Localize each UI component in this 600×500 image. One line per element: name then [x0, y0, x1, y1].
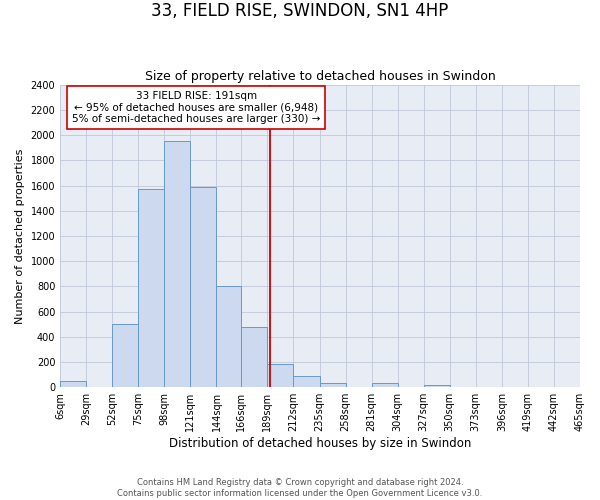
- Title: Size of property relative to detached houses in Swindon: Size of property relative to detached ho…: [145, 70, 496, 84]
- Bar: [60, 381, 86, 387]
- Text: 33 FIELD RISE: 191sqm
← 95% of detached houses are smaller (6,948)
5% of semi-de: 33 FIELD RISE: 191sqm ← 95% of detached …: [72, 91, 320, 124]
- Bar: [112, 324, 139, 387]
- Y-axis label: Number of detached properties: Number of detached properties: [15, 148, 25, 324]
- Bar: [217, 286, 241, 387]
- Bar: [371, 384, 398, 387]
- Bar: [268, 364, 293, 387]
- Bar: [190, 187, 217, 387]
- Bar: [139, 188, 164, 387]
- Bar: [320, 384, 346, 387]
- Text: 33, FIELD RISE, SWINDON, SN1 4HP: 33, FIELD RISE, SWINDON, SN1 4HP: [151, 2, 449, 21]
- Bar: [424, 384, 450, 387]
- Bar: [241, 326, 268, 387]
- Text: Contains HM Land Registry data © Crown copyright and database right 2024.
Contai: Contains HM Land Registry data © Crown c…: [118, 478, 482, 498]
- Bar: [164, 142, 190, 387]
- Bar: [293, 376, 320, 387]
- X-axis label: Distribution of detached houses by size in Swindon: Distribution of detached houses by size …: [169, 437, 471, 450]
